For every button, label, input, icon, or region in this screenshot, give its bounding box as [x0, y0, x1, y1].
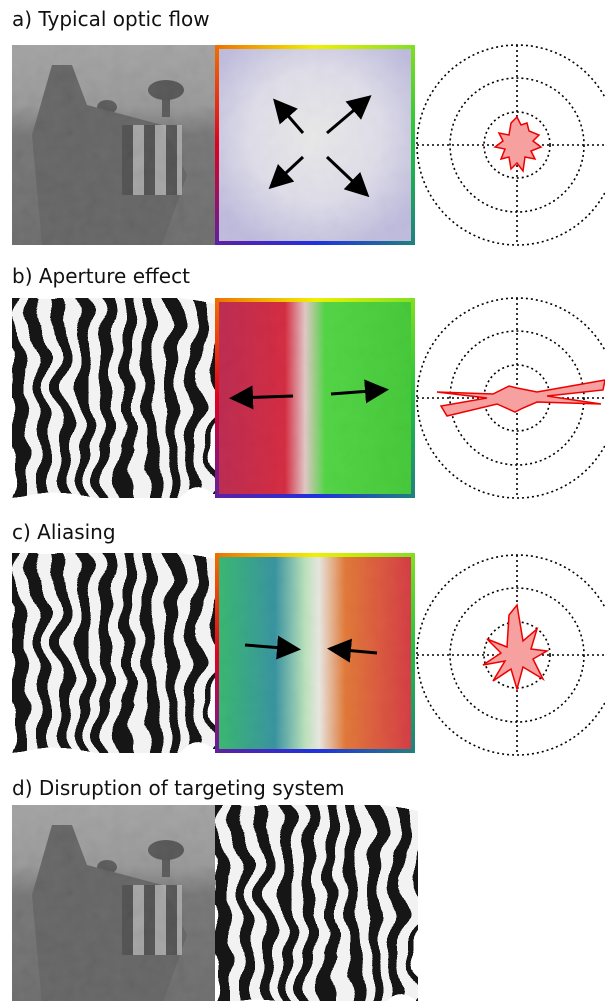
panel-label: c) Aliasing — [12, 520, 116, 544]
polar-histogram — [417, 45, 605, 245]
panel-label: b) Aperture effect — [12, 264, 190, 288]
panel-label: d) Disruption of targeting system — [12, 776, 345, 800]
flow-field — [215, 298, 415, 498]
panel-label: a) Typical optic flow — [12, 7, 210, 31]
scene-image — [12, 298, 215, 498]
scene-image — [12, 553, 215, 753]
polar-histogram — [417, 298, 605, 498]
scene-image — [12, 45, 215, 245]
figure: a) Typical optic flow b) Aperture effect… — [0, 0, 605, 1001]
polar-histogram — [417, 555, 605, 755]
scene-image — [215, 805, 418, 1001]
scene-image — [12, 805, 215, 1001]
flow-field — [215, 553, 415, 753]
flow-field — [215, 45, 415, 245]
